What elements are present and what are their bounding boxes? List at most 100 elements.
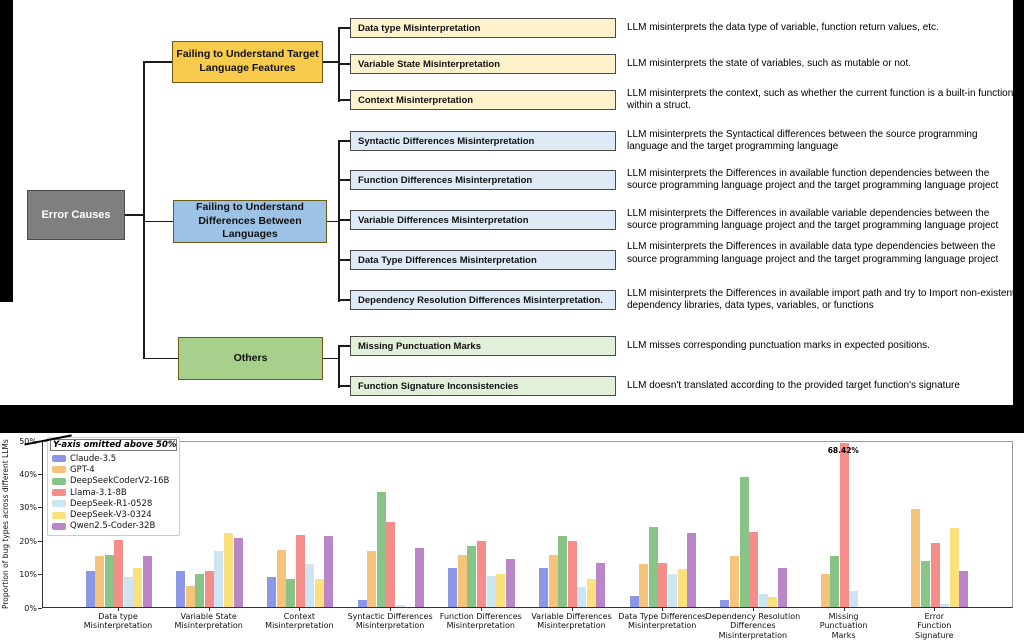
connector-branch [338, 346, 340, 388]
y-tick-label: 0% [24, 603, 37, 613]
legend-swatch [52, 455, 66, 463]
connector-leaf-stub [338, 385, 350, 387]
legend-swatch [52, 477, 66, 485]
y-axis-label: Proportion of bug types across different… [1, 439, 10, 609]
bar-deepseekcoderv2-16b [286, 579, 296, 607]
leaf-box: Function Signature Inconsistencies [350, 376, 616, 396]
bar-gpt-4 [639, 564, 649, 607]
leaf-description: LLM misinterprets the context, such as w… [627, 87, 1014, 112]
bar-qwen2.5-coder-32b [414, 547, 424, 607]
bar-qwen2.5-coder-32b [596, 562, 606, 607]
bar-deepseekcoderv2-16b [376, 492, 386, 607]
legend-row: Llama-3.1-8B [52, 487, 175, 498]
x-tick-mark [843, 608, 845, 611]
bar-deepseek-v3-0324 [586, 579, 596, 607]
bar-gpt-4 [367, 551, 377, 607]
connector-cat-stub [143, 220, 173, 222]
legend-label: DeepSeek-R1-0528 [70, 498, 153, 509]
bar-llama-3.1-8b [114, 539, 124, 607]
bar-value-annotation: 68.42% [827, 446, 859, 455]
bar-deepseekcoderv2-16b [195, 574, 205, 607]
bar-deepseek-v3-0324 [677, 569, 687, 607]
connector-leaf-stub [338, 63, 350, 65]
bar-llama-3.1-8b [204, 570, 214, 607]
y-tick-label: 10% [19, 570, 37, 580]
y-tick-label: 50% [19, 436, 37, 446]
bar-deepseek-r1-0528 [395, 605, 405, 607]
bar-claude-3.5 [629, 595, 639, 607]
leaf-description: LLM misinterprets the Differences in ava… [627, 287, 1015, 312]
legend-row: Claude-3.5 [52, 453, 175, 464]
error-causes-taxonomy: Error Causes Failing to Understand Target… [0, 0, 1024, 405]
x-category-label: Error Function Signature [915, 612, 954, 640]
legend-swatch [52, 522, 66, 530]
connector-root-stub [125, 214, 143, 216]
category-box: Failing to Understand Target Language Fe… [172, 41, 323, 83]
connector-leaf-stub [338, 259, 350, 261]
leaf-description: LLM misses corresponding punctuation mar… [627, 339, 930, 351]
bar-llama-3.1-8b [477, 541, 487, 607]
bar-deepseekcoderv2-16b [104, 554, 114, 607]
leaf-description: LLM misinterprets the Differences in ava… [627, 207, 999, 232]
bar-deepseek-r1-0528 [123, 577, 133, 607]
bar-llama-3.1-8b [930, 543, 940, 607]
x-category-label: Function Differences Misinterpretation [439, 612, 522, 631]
bar-claude-3.5 [357, 600, 367, 607]
legend-row: GPT-4 [52, 464, 175, 475]
bar-gpt-4 [820, 574, 830, 607]
legend-label: GPT-4 [70, 464, 95, 475]
bar-deepseek-r1-0528 [758, 593, 768, 607]
leaf-box: Data type Misinterpretation [350, 18, 616, 38]
leaf-description: LLM misinterprets the Syntactical differ… [627, 128, 978, 153]
bar-deepseek-v3-0324 [133, 567, 143, 607]
bar-llama-3.1-8b [658, 562, 668, 607]
bar-deepseek-v3-0324 [224, 533, 234, 607]
legend-swatch [52, 489, 66, 497]
x-tick-mark [118, 608, 119, 611]
y-tick-mark [38, 574, 42, 576]
x-category-label: Data type Misinterpretation [83, 612, 153, 631]
leaf-box: Context Misinterpretation [350, 90, 616, 110]
legend-swatch [52, 466, 66, 474]
bar-llama-3.1-8b [567, 541, 577, 607]
y-tick-mark [38, 540, 42, 542]
connector-cat-stub [143, 61, 172, 63]
category-box: Others [178, 337, 323, 380]
bar-claude-3.5 [539, 567, 549, 607]
bar-qwen2.5-coder-32b [777, 567, 787, 607]
y-tick-label: 20% [19, 536, 37, 546]
x-tick-mark [299, 608, 301, 611]
section-divider [0, 405, 1024, 433]
leaf-box: Dependency Resolution Differences Misint… [350, 290, 616, 310]
connector-leaf-stub [338, 219, 350, 221]
bar-gpt-4 [911, 508, 921, 607]
bar-claude-3.5 [266, 577, 276, 607]
leaf-description: LLM misinterprets the data type of varia… [627, 21, 939, 33]
category-box: Failing to Understand Differences Betwee… [173, 200, 327, 243]
connector-leaf-stub [338, 179, 350, 181]
bar-gpt-4 [548, 554, 558, 607]
bar-deepseek-r1-0528 [940, 603, 950, 607]
bar-llama-3.1-8b [386, 521, 396, 607]
connector-branch-stub [323, 357, 338, 359]
leaf-description: LLM misinterprets the state of variables… [627, 57, 912, 69]
bar-deepseekcoderv2-16b [558, 536, 568, 607]
legend-label: Llama-3.1-8B [70, 487, 127, 498]
legend-label: Claude-3.5 [70, 453, 117, 464]
x-category-label: Context Misinterpretation [265, 612, 334, 631]
x-tick-mark [752, 608, 754, 611]
x-tick-mark [571, 608, 573, 611]
x-tick-mark [934, 608, 936, 611]
x-tick-mark [662, 608, 664, 611]
bar-claude-3.5 [720, 600, 730, 607]
legend-label: Qwen2.5-Coder-32B [70, 521, 156, 532]
y-tick-label: 30% [19, 503, 37, 513]
y-tick-label: 40% [19, 469, 37, 479]
legend-row: DeepSeek-R1-0528 [52, 498, 175, 509]
connector-leaf-stub [338, 299, 350, 301]
x-category-label: Variable State Misinterpretation [174, 612, 243, 631]
bar-llama-3.1-8b [839, 443, 849, 607]
bar-deepseek-v3-0324 [949, 528, 959, 607]
y-tick-mark [38, 507, 42, 509]
